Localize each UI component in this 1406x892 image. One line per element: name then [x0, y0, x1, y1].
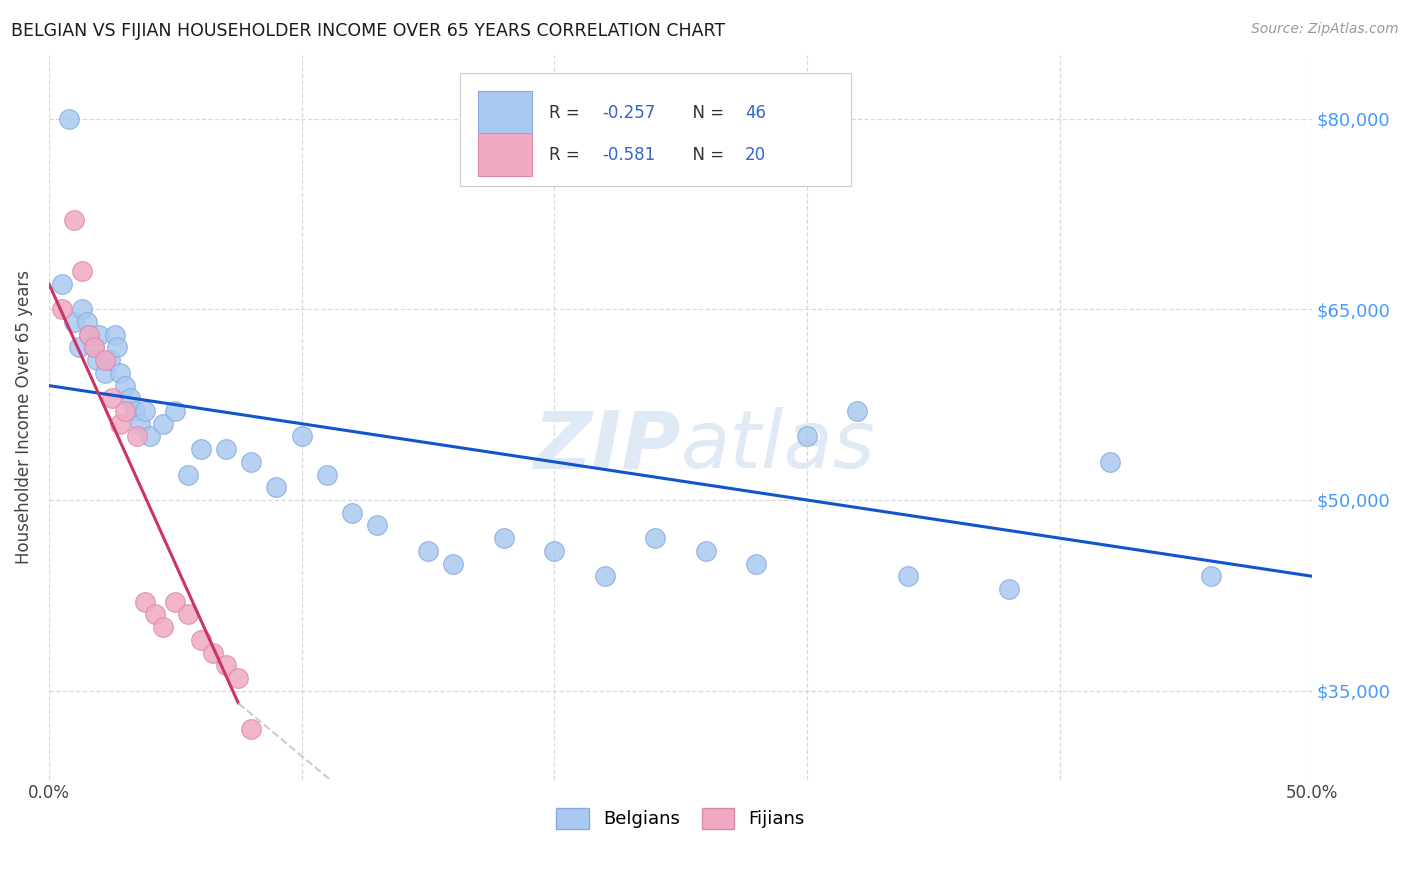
Legend: Belgians, Fijians: Belgians, Fijians [548, 800, 813, 836]
Text: -0.257: -0.257 [602, 103, 655, 121]
Point [108, 417, 131, 431]
Point [98, 353, 121, 368]
Point [846, 404, 869, 418]
Point [51, 277, 73, 291]
Point [108, 366, 131, 380]
Text: BELGIAN VS FIJIAN HOUSEHOLDER INCOME OVER 65 YEARS CORRELATION CHART: BELGIAN VS FIJIAN HOUSEHOLDER INCOME OVE… [11, 22, 725, 40]
Point [101, 392, 124, 406]
Point [134, 404, 156, 418]
Point [745, 557, 768, 571]
Point [202, 646, 225, 660]
Point [79, 327, 101, 342]
Point [695, 544, 717, 558]
Point [105, 341, 128, 355]
Point [152, 620, 174, 634]
Point [51, 302, 73, 317]
Text: -0.581: -0.581 [602, 145, 655, 164]
Point [86, 353, 108, 368]
Point [143, 607, 166, 622]
Point [1098, 455, 1121, 469]
Y-axis label: Householder Income Over 65 years: Householder Income Over 65 years [15, 270, 32, 565]
Point [58, 112, 80, 126]
Point [266, 480, 288, 494]
Text: ZIP: ZIP [533, 408, 681, 485]
Point [416, 544, 439, 558]
Point [291, 429, 314, 443]
Point [83, 341, 105, 355]
Point [70, 302, 93, 317]
Point [93, 353, 115, 368]
Point [492, 531, 515, 545]
Point [543, 544, 565, 558]
Text: 20: 20 [745, 145, 766, 164]
Point [67, 341, 90, 355]
Point [644, 531, 666, 545]
Point [83, 341, 105, 355]
Point [897, 569, 920, 583]
Point [134, 595, 156, 609]
Text: Source: ZipAtlas.com: Source: ZipAtlas.com [1251, 22, 1399, 37]
Point [165, 595, 187, 609]
Point [215, 658, 238, 673]
FancyBboxPatch shape [478, 134, 531, 176]
Point [998, 582, 1021, 596]
Point [190, 442, 212, 457]
Point [228, 671, 250, 685]
Point [124, 404, 146, 418]
Point [177, 607, 200, 622]
Point [114, 404, 136, 418]
Point [593, 569, 616, 583]
Point [118, 392, 141, 406]
Point [127, 429, 149, 443]
FancyBboxPatch shape [460, 73, 851, 186]
Text: N =: N = [682, 103, 730, 121]
Point [152, 417, 174, 431]
Text: 46: 46 [745, 103, 766, 121]
Point [796, 429, 818, 443]
Point [70, 264, 93, 278]
Point [76, 315, 98, 329]
Point [63, 213, 86, 227]
Text: N =: N = [682, 145, 730, 164]
Point [93, 366, 115, 380]
Text: R =: R = [550, 145, 585, 164]
Point [79, 327, 101, 342]
Point [89, 327, 111, 342]
Point [315, 467, 337, 482]
Point [165, 404, 187, 418]
Point [177, 467, 200, 482]
Point [240, 722, 263, 736]
Text: atlas: atlas [681, 408, 876, 485]
Text: R =: R = [550, 103, 585, 121]
Point [340, 506, 363, 520]
Point [1199, 569, 1222, 583]
Point [63, 315, 86, 329]
Point [215, 442, 238, 457]
Point [240, 455, 263, 469]
Point [114, 378, 136, 392]
Point [190, 632, 212, 647]
Point [366, 518, 388, 533]
Point [129, 417, 152, 431]
FancyBboxPatch shape [478, 91, 531, 134]
Point [441, 557, 464, 571]
Point [104, 327, 127, 342]
Point [139, 429, 162, 443]
